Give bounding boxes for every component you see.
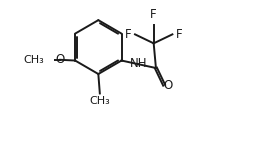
Text: F: F xyxy=(150,8,157,21)
Text: F: F xyxy=(125,28,132,41)
Text: O: O xyxy=(55,53,65,66)
Text: CH₃: CH₃ xyxy=(24,55,44,65)
Text: F: F xyxy=(175,28,182,41)
Text: O: O xyxy=(163,79,173,92)
Text: CH₃: CH₃ xyxy=(90,96,110,106)
Text: NH: NH xyxy=(130,57,148,70)
